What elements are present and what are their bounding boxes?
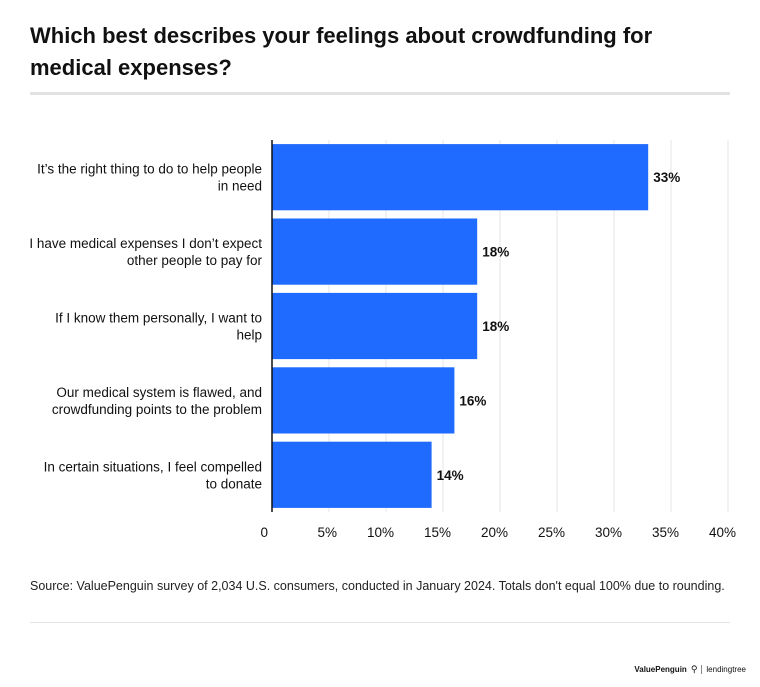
value-label: 33% <box>653 170 680 185</box>
category-label: other people to pay for <box>127 253 263 268</box>
valuepenguin-logo: ValuePenguin <box>634 665 687 674</box>
value-label: 18% <box>482 245 509 260</box>
x-tick-label: 5% <box>317 525 337 540</box>
brand-logos: ValuePenguin ⚲ lendingtree <box>634 664 746 675</box>
x-tick-label: 0 <box>260 525 268 540</box>
footer-divider <box>30 622 730 623</box>
value-label: 14% <box>437 468 464 483</box>
category-label: If I know them personally, I want to <box>55 311 262 326</box>
bar <box>272 144 649 211</box>
penguin-icon: ⚲ <box>690 664 698 674</box>
category-label: crowdfunding points to the problem <box>52 402 262 417</box>
value-label: 16% <box>459 393 486 408</box>
category-label: I have medical expenses I don’t expect <box>29 236 262 251</box>
bar <box>272 367 455 434</box>
x-tick-label: 30% <box>595 525 622 540</box>
bar <box>272 292 478 360</box>
category-label: In certain situations, I feel compelled <box>44 459 262 474</box>
x-tick-label: 35% <box>652 525 679 540</box>
chart-title: Which best describes your feelings about… <box>30 23 653 80</box>
title-divider <box>30 92 730 95</box>
x-tick-label: 20% <box>481 525 508 540</box>
category-label: help <box>236 328 262 343</box>
source-note: Source: ValuePenguin survey of 2,034 U.S… <box>30 579 725 593</box>
category-label: in need <box>218 179 262 194</box>
category-label: to donate <box>206 476 262 491</box>
category-label: It’s the right thing to do to help peopl… <box>37 162 262 177</box>
logo-separator <box>701 665 703 674</box>
x-tick-label: 40% <box>709 525 736 540</box>
x-tick-label: 10% <box>367 525 394 540</box>
x-tick-label: 25% <box>538 525 565 540</box>
bar <box>272 441 432 508</box>
x-tick-label: 15% <box>424 525 451 540</box>
lendingtree-logo: lendingtree <box>706 665 746 674</box>
value-label: 18% <box>482 319 509 334</box>
bar <box>272 218 478 285</box>
category-label: Our medical system is flawed, and <box>56 385 262 400</box>
bar-chart: 33% It’s the right thing to do to help pe… <box>29 140 736 540</box>
